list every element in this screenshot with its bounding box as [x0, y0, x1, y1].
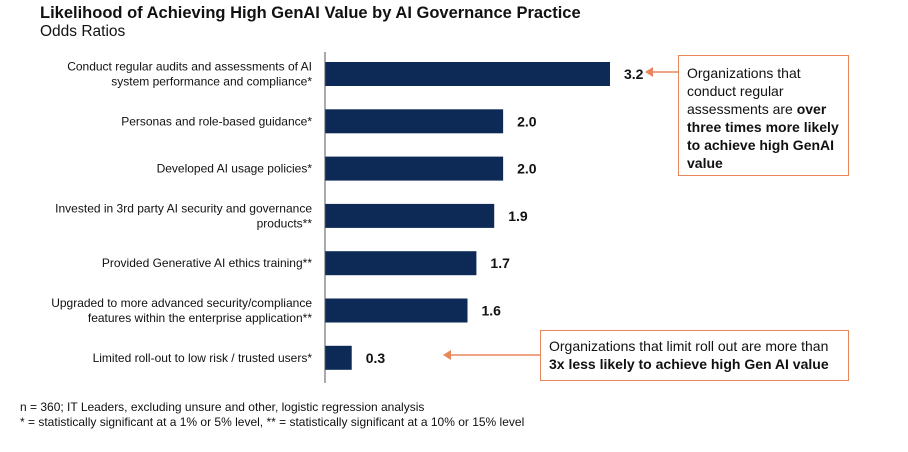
bar: [325, 298, 468, 323]
category-label: Developed AI usage policies*: [157, 162, 313, 176]
bar: [325, 62, 610, 86]
category-label: Provided Generative AI ethics training**: [102, 256, 312, 270]
category-label: Limited roll-out to low risk / trusted u…: [93, 351, 313, 365]
annotation-emphasis: 3x less likely to achieve high Gen AI va…: [549, 356, 829, 372]
data-label: 1.7: [490, 255, 510, 271]
data-label: 2.0: [517, 113, 537, 129]
arrow-head-icon: [443, 350, 451, 360]
annotation-emphasis: over three times more likely to achieve …: [687, 101, 839, 171]
bar: [325, 109, 504, 134]
annotation-callout-top: Organizations that conduct regular asses…: [678, 55, 849, 176]
annotation-text: Organizations that conduct regular asses…: [687, 65, 801, 117]
bar: [325, 156, 504, 181]
data-label: 0.3: [366, 350, 386, 366]
category-label: Personas and role-based guidance*: [121, 114, 312, 128]
chart-title: Likelihood of Achieving High GenAI Value…: [40, 4, 581, 22]
data-label: 2.0: [517, 161, 537, 177]
data-label: 3.2: [624, 66, 644, 82]
chart-subtitle: Odds Ratios: [40, 23, 126, 40]
data-label: 1.9: [508, 208, 528, 224]
bar: [325, 203, 495, 228]
annotation-text: Organizations that limit roll out are mo…: [549, 338, 829, 354]
category-label: Invested in 3rd party AI security and go…: [55, 201, 312, 230]
bar: [325, 251, 477, 276]
bar: [325, 345, 352, 370]
footnote-significance: * = statistically significant at a 1% or…: [20, 415, 525, 429]
data-label: 1.6: [482, 303, 502, 319]
category-label: Upgraded to more advanced security/compl…: [51, 296, 312, 325]
category-label: Conduct regular audits and assessments o…: [67, 60, 312, 89]
annotation-callout-bottom: Organizations that limit roll out are mo…: [540, 330, 849, 381]
arrow-head-icon: [645, 67, 653, 77]
footnote-sample: n = 360; IT Leaders, excluding unsure an…: [20, 400, 425, 414]
